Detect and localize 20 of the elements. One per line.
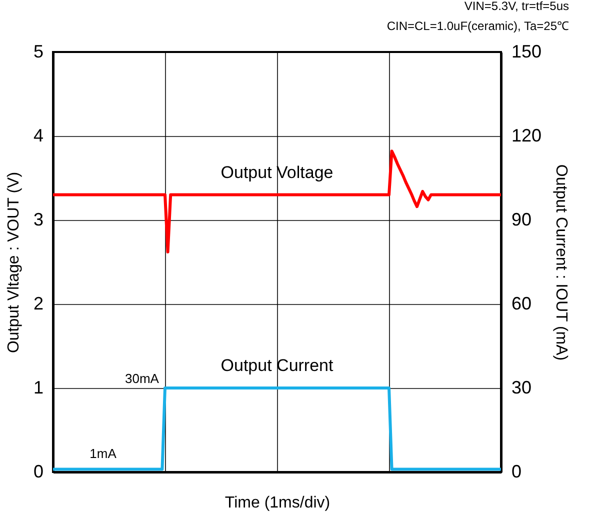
x-axis-title: Time (1ms/div) xyxy=(224,494,330,512)
y2-tick-label: 90 xyxy=(512,210,532,230)
y-axis-title: Output Vltage : VOUT (V) xyxy=(5,172,22,354)
y-tick-label: 5 xyxy=(33,42,44,62)
y-tick-label: 3 xyxy=(33,210,44,230)
y2-axis-title: Output Current : IOUT (mA) xyxy=(552,164,570,361)
y2-tick-label: 60 xyxy=(512,294,532,314)
y-tick-label: 0 xyxy=(33,462,44,482)
y-tick-label: 4 xyxy=(33,126,44,146)
y-tick-label: 1 xyxy=(33,378,44,398)
y2-tick-label: 30 xyxy=(512,378,532,398)
y2-tick-label: 0 xyxy=(512,462,522,482)
y-tick-label: 2 xyxy=(33,294,44,314)
annotation: 1mA xyxy=(90,446,117,461)
annotation: 30mA xyxy=(125,371,160,386)
text: VIN=5.3V, tr=tf=5us xyxy=(464,0,570,13)
text: CIN=CL=1.0uF(ceramic), Ta=25℃ xyxy=(386,19,570,33)
y2-tick-label: 120 xyxy=(512,126,542,146)
line-series xyxy=(53,150,501,254)
y2-tick-label: 150 xyxy=(512,42,542,62)
